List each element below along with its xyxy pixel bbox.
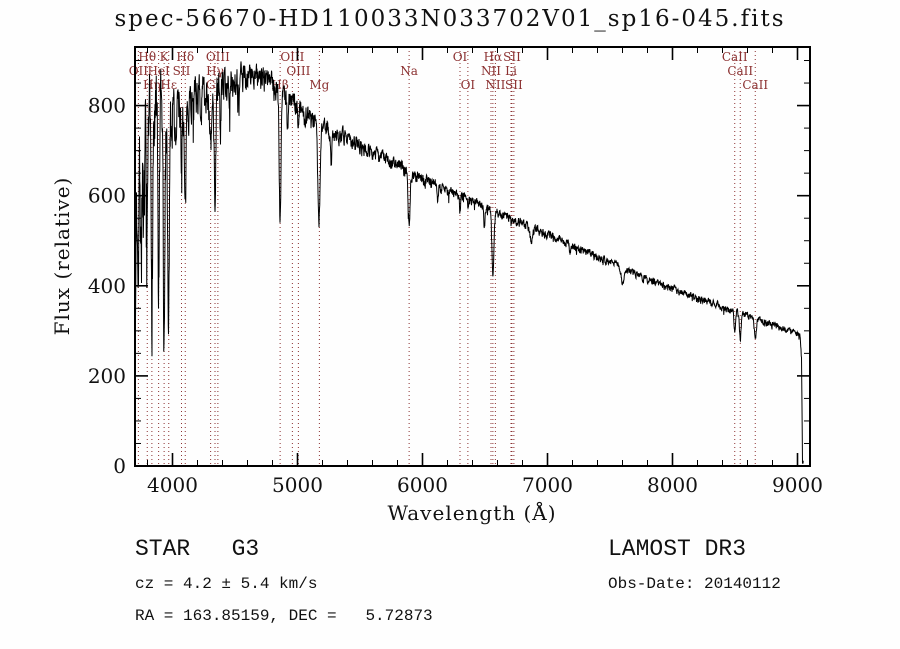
spectral-line-label: OIII [280,50,304,64]
y-tick-label: 400 [88,274,126,298]
spectral-line-label: Hε [160,78,177,92]
spectrum-line [134,61,804,466]
y-tick-label: 200 [88,364,126,388]
x-tick-label: 5000 [272,473,323,497]
y-tick-label: 600 [88,184,126,208]
y-tick-label: 800 [88,94,126,118]
spectral-line-label: SII [505,78,523,92]
cz-value: cz = 4.2 ± 5.4 km/s [135,575,318,593]
spectral-line-label: K [160,50,170,64]
spectral-line-label: OII [129,64,149,78]
spectral-line-label: Hθ [138,50,156,64]
y-tick-label: 0 [113,454,126,478]
spectral-line-label: SII [173,64,191,78]
plot-title: spec-56670-HD110033N033702V01_sp16-045.f… [114,6,786,32]
spectral-line-label: CaII [722,50,748,64]
spectral-line-label: HeI [147,64,170,78]
x-tick-label: 4000 [147,473,198,497]
x-tick-label: 7000 [522,473,573,497]
spectral-line-label: OIII [206,50,230,64]
x-tick-label: 6000 [397,473,448,497]
x-tick-label: 8000 [647,473,698,497]
spectral-line-label: SII [503,50,521,64]
spectral-line-label: NII [481,64,501,78]
spectral-line-label: Hδ [176,50,194,64]
spectral-line-label: Hγ [206,64,224,78]
spectral-line-label: Na [400,64,418,78]
spectral-line-label: Hη [143,78,161,92]
spectral-line-label: NII [485,78,505,92]
spectral-line-label: OI [453,50,468,64]
spectral-line-label: Hα [484,50,503,64]
ra-dec-coords: RA = 163.85159, DEC = 5.72873 [135,607,433,625]
spectral-line-label: CaII [727,64,753,78]
plot-frame [134,46,811,467]
x-axis-label: Wavelength (Å) [387,501,557,525]
spectral-line-label: Li [505,64,517,78]
object-class-label: STAR G3 [135,536,260,562]
y-axis-label: Flux (relative) [50,176,74,336]
spectral-line-label: OI [461,78,476,92]
spectral-line-label: CaII [742,78,768,92]
spectral-line-label: G [206,78,216,92]
x-tick-label: 9000 [772,473,823,497]
obs-date: Obs-Date: 20140112 [608,575,781,593]
survey-label: LAMOST DR3 [608,536,747,562]
spectral-line-label: OIII [286,64,310,78]
spectral-line-label: Mg [309,78,329,92]
